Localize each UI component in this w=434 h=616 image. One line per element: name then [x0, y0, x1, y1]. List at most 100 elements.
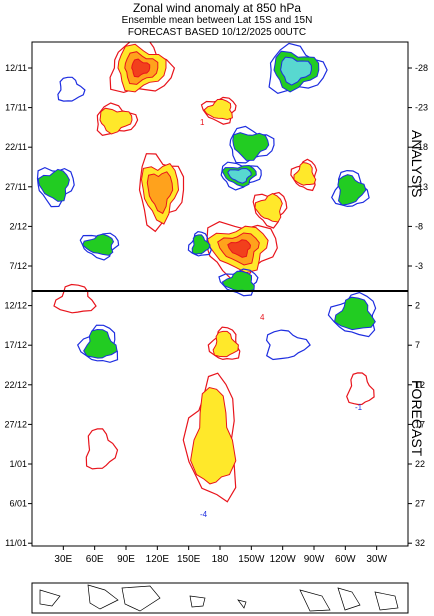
x-tick-label-7: 120W [270, 554, 297, 565]
positive-anomaly-5-fill-0 [203, 98, 233, 121]
contour-label-0: 1 [200, 118, 205, 127]
negative-anomaly-4-fill-0 [81, 233, 115, 256]
positive-anomaly-9 [53, 283, 97, 314]
coastline-0 [39, 589, 61, 607]
negative-anomaly-4 [79, 232, 120, 261]
x-tick-label-1: 60E [86, 554, 104, 565]
negative-anomaly-11 [265, 329, 311, 361]
negative-anomaly-1 [229, 125, 275, 164]
positive-anomaly-1 [96, 102, 139, 136]
y-tick-label-left-1: 17/11 [5, 103, 27, 113]
coastline-3 [189, 595, 206, 608]
y-tick-label-left-12: 11/01 [5, 538, 27, 548]
positive-anomaly-6-contour [290, 158, 318, 192]
negative-anomaly-6-contour [327, 291, 377, 338]
negative-anomaly-7-fill-0 [83, 328, 118, 359]
negative-anomaly-5-contour [218, 268, 259, 297]
negative-anomaly-8 [187, 230, 212, 257]
y-tick-label-left-11: 6/01 [9, 499, 27, 509]
positive-anomaly-7-contour [182, 372, 237, 503]
negative-anomaly-9-contour [331, 169, 370, 208]
coastline-1 [87, 584, 119, 610]
axes: 12/1117/1122/1127/112/127/1212/1217/1222… [4, 41, 428, 565]
y-tick-label-left-9: 27/12 [4, 419, 27, 429]
positive-anomaly-7 [182, 372, 237, 503]
negative-anomaly-0 [268, 42, 328, 94]
map-frame [31, 582, 409, 614]
plot-area: 1 -1 4 -4 [36, 42, 377, 519]
positive-anomaly-4 [252, 191, 288, 229]
y-tick-label-left-2: 22/11 [5, 142, 27, 152]
negative-anomaly-1-fill-0 [232, 132, 270, 161]
y-tick-label-right-3: -13 [415, 182, 428, 192]
y-tick-label-right-4: -8 [415, 221, 423, 231]
positive-anomaly-2 [138, 153, 185, 233]
positive-anomaly-11 [85, 428, 119, 470]
y-tick-label-right-1: -23 [415, 103, 428, 113]
y-tick-label-right-11: 27 [415, 499, 425, 509]
negative-anomaly-2 [220, 161, 262, 191]
y-tick-label-right-8: 12 [415, 380, 425, 390]
positive-anomaly-8 [207, 326, 241, 361]
negative-anomaly-3 [36, 166, 75, 208]
positive-anomaly-1-fill-0 [99, 107, 133, 135]
positive-anomaly-9-contour [53, 283, 97, 314]
y-tick-label-right-5: -3 [415, 261, 423, 271]
x-tick-label-2: 90E [117, 554, 135, 565]
positive-anomaly-6 [290, 158, 318, 192]
positive-anomaly-6-fill-0 [293, 161, 317, 186]
y-tick-label-left-0: 12/11 [5, 63, 27, 73]
x-tick-label-10: 30W [366, 554, 387, 565]
positive-anomaly-3 [206, 221, 278, 281]
forecast-info: FORECAST BASED 10/12/2025 00UTC [127, 27, 307, 38]
x-tick-label-4: 150E [177, 554, 201, 565]
x-tick-label-6: 150W [238, 554, 265, 565]
y-tick-label-right-6: 2 [415, 301, 420, 311]
negative-anomaly-11-contour [265, 329, 311, 361]
negative-anomaly-0-fill-1 [280, 56, 312, 86]
x-tick-label-3: 120E [146, 554, 170, 565]
positive-anomaly-8-fill-0 [212, 330, 239, 358]
positive-anomaly-7-fill-0 [190, 386, 237, 485]
positive-anomaly-2-fill-1 [146, 171, 174, 215]
positive-anomaly-5 [200, 96, 237, 125]
contour-label-1: -1 [355, 403, 363, 412]
positive-anomaly-4-fill-0 [254, 193, 283, 223]
chart-subtitle: Ensemble mean between Lat 15S and 15N [121, 15, 313, 26]
y-tick-label-right-9: 17 [415, 419, 425, 429]
y-tick-label-left-10: 1/01 [9, 459, 27, 469]
negative-anomaly-6 [327, 291, 377, 338]
positive-anomaly-5-contour [200, 96, 237, 125]
negative-anomaly-3-fill-0 [37, 168, 70, 202]
coastline-2 [121, 585, 161, 612]
contour-label-2: 4 [260, 313, 265, 322]
negative-anomaly-0-contour [268, 42, 328, 94]
negative-anomaly-10-contour [57, 76, 86, 102]
x-tick-label-8: 90W [304, 554, 325, 565]
y-tick-label-left-3: 27/11 [5, 182, 27, 192]
y-tick-label-right-2: -18 [415, 142, 428, 152]
negative-anomaly-7 [76, 324, 119, 363]
negative-anomaly-8-fill-0 [191, 234, 211, 255]
positive-anomaly-3-fill-2 [227, 239, 252, 258]
chart-title: Zonal wind anomaly at 850 hPa [132, 1, 302, 15]
negative-anomaly-10 [57, 76, 86, 102]
negative-anomaly-7-contour [76, 324, 119, 363]
coastline-5 [299, 589, 331, 612]
coastline-6 [337, 587, 361, 611]
x-tick-label-9: 60W [335, 554, 356, 565]
y-tick-label-right-12: 32 [415, 538, 425, 548]
negative-anomaly-9-fill-0 [337, 174, 367, 206]
y-tick-label-left-7: 17/12 [4, 340, 27, 350]
coastline-7 [374, 591, 399, 611]
negative-anomaly-8-contour [187, 230, 212, 257]
analysis-label: ANALYSIS [409, 130, 425, 197]
y-tick-label-right-7: 7 [415, 340, 420, 350]
positive-anomaly-11-contour [85, 428, 119, 470]
y-tick-label-left-8: 22/12 [4, 380, 27, 390]
negative-anomaly-9 [331, 169, 370, 208]
forecast-label: FORECAST [409, 380, 425, 457]
positive-anomaly-0 [109, 42, 176, 94]
y-tick-label-right-10: 22 [415, 459, 425, 469]
y-tick-label-left-6: 12/12 [4, 301, 27, 311]
